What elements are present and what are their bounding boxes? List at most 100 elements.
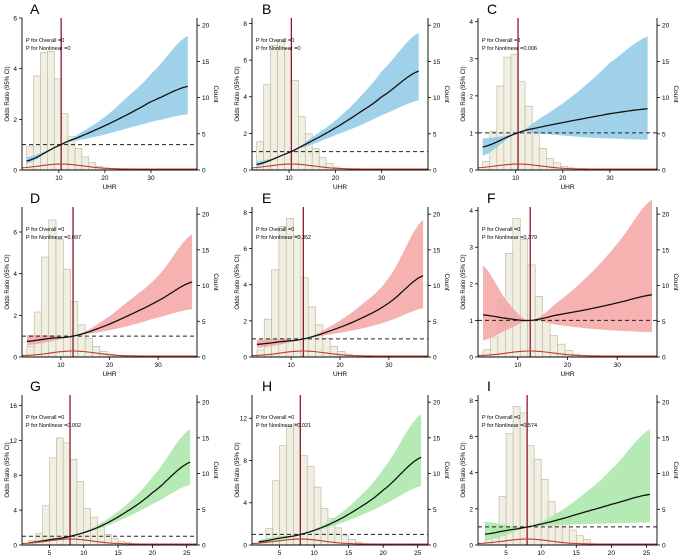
x-tick-label: 30 [154, 362, 162, 369]
y-tick-label: 6 [243, 58, 247, 65]
y2-tick-label: 15 [662, 435, 670, 442]
fitted-curve [256, 70, 419, 166]
y-tick-label: 0 [469, 355, 473, 362]
y-tick-label: 0 [243, 543, 247, 550]
x-tick-label: 10 [287, 362, 295, 369]
histogram-bar [526, 445, 535, 546]
panel-a: A 0 2 4 6 0 5 10 15 20 10 20 30 UHR Odds Ratio (95% CI… [5, 1, 219, 191]
histogram-bar [263, 84, 271, 171]
y2-tick-label: 10 [433, 95, 441, 102]
confidence-band [485, 429, 650, 541]
histogram-bar [300, 277, 309, 358]
density-line [477, 163, 657, 170]
histogram-bar [564, 350, 573, 358]
y-tick-label: 8 [13, 473, 17, 480]
p-nonlinear-text: P for Nonlinear =0 [26, 46, 70, 52]
y-axis-label: Odds Ratio (95% CI) [461, 254, 467, 309]
x-tick-label: 25 [643, 550, 651, 556]
y2-tick-label: 20 [662, 400, 670, 407]
histogram-bar [482, 349, 491, 358]
y-tick-label: 4 [469, 19, 473, 26]
y-tick-label: 12 [240, 416, 248, 423]
histogram-bar [498, 496, 507, 546]
y2-tick-label: 0 [433, 543, 437, 550]
y2-axis-label: Count [672, 461, 679, 479]
y-tick-label: 8 [243, 210, 247, 217]
panel-letter: B [262, 1, 271, 17]
histogram-bar [81, 156, 90, 171]
histogram-bar [293, 423, 301, 546]
histogram-bar [110, 538, 119, 546]
histogram-bar [256, 349, 265, 358]
panel-e: E 0 2 4 6 8 0 5 10 15 20 10 20 30 UHR Odds Ratio (95% C… [235, 190, 450, 378]
panel-d: D 0 2 4 6 0 5 10 15 20 10 20 30 UHR Odds Ratio (95% CI… [5, 190, 219, 378]
histogram-bar [277, 40, 285, 171]
y2-tick-label: 5 [662, 507, 666, 514]
y2-tick-label: 15 [202, 247, 210, 254]
y-tick-label: 2 [469, 506, 473, 513]
panel-letter: A [30, 1, 40, 17]
y2-tick-label: 10 [202, 283, 210, 290]
panel-letter: D [30, 190, 40, 206]
x-tick-label: 15 [573, 550, 581, 556]
panel-b: B 0 2 4 6 8 0 5 10 15 20 10 20 30 UHR Odds Ratio (95% C… [235, 1, 450, 191]
fitted-curve [482, 108, 648, 148]
y2-tick-label: 15 [433, 247, 441, 254]
histogram-bar [47, 50, 55, 171]
panel-letter: I [487, 378, 491, 394]
p-overall-text: P for Overall =0 [26, 38, 64, 44]
y2-tick-label: 10 [202, 471, 210, 478]
density-line [251, 538, 428, 545]
histogram-bar [307, 306, 316, 358]
x-tick-label: 15 [345, 550, 353, 556]
fitted-curve [28, 461, 191, 544]
y2-tick-label: 20 [202, 400, 210, 407]
fitted-curve [26, 281, 193, 343]
histogram-bar [496, 85, 505, 171]
fitted-curve [256, 275, 424, 345]
p-overall-text: P for Overall =0 [482, 38, 520, 44]
y2-tick-label: 20 [662, 23, 670, 30]
histogram-bar [278, 225, 287, 358]
y-tick-label: 4 [243, 500, 247, 507]
histogram-bar [272, 480, 280, 546]
histogram-bar [49, 457, 57, 546]
histogram-bar [300, 455, 308, 546]
y2-tick-label: 0 [202, 543, 206, 550]
y-tick-label: 4 [469, 470, 473, 477]
panel-i: I0246805101520510152025UHROdds Ratio (95… [461, 378, 679, 556]
density-line [477, 350, 657, 357]
y2-tick-label: 20 [202, 23, 210, 30]
y2-axis-label: Count [212, 85, 219, 103]
y-axis-label: Odds Ratio (95% CI) [235, 66, 241, 121]
y2-tick-label: 15 [662, 247, 670, 254]
histogram-bar [318, 157, 327, 171]
y2-tick-label: 20 [433, 23, 441, 30]
histogram-bar [291, 79, 299, 171]
x-tick-label: 20 [608, 550, 616, 556]
y-tick-label: 8 [243, 21, 247, 28]
x-axis-label: UHR [102, 371, 116, 378]
y2-axis-label: Count [672, 85, 679, 103]
y-tick-label: 1 [469, 130, 473, 137]
y-tick-label: 0 [243, 168, 247, 175]
density-line [251, 163, 428, 170]
histogram-bar [63, 268, 71, 358]
histogram-bar [76, 481, 85, 546]
histogram-bar [286, 426, 294, 546]
y2-tick-label: 0 [662, 543, 666, 550]
y2-tick-label: 0 [662, 355, 666, 362]
histogram-bar [531, 131, 540, 171]
y-tick-label: 6 [13, 230, 17, 237]
histogram-bar [92, 345, 101, 358]
y-tick-label: 3 [469, 245, 473, 252]
p-overall-text: P for Overall =0 [482, 227, 520, 233]
y2-tick-label: 5 [433, 507, 437, 514]
confidence-band [26, 234, 193, 346]
y2-tick-label: 15 [202, 435, 210, 442]
y-tick-label: 6 [469, 434, 473, 441]
y-tick-label: 0 [13, 543, 17, 550]
histogram-bar [534, 295, 543, 358]
y-axis-label: Odds Ratio (95% CI) [5, 442, 11, 497]
y2-tick-label: 5 [662, 319, 666, 326]
